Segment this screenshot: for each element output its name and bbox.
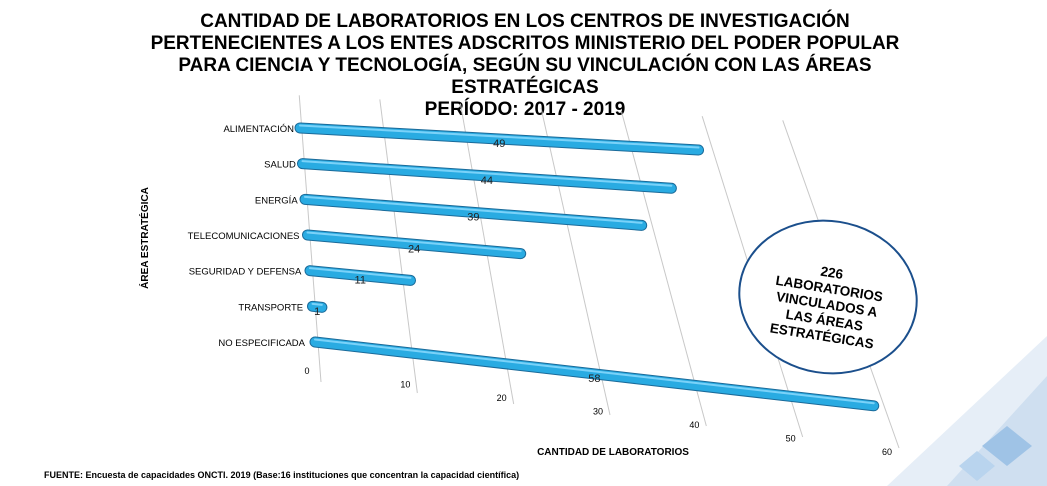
chart-title: CANTIDAD DE LABORATORIOS EN LOS CENTROS … [120,11,930,121]
x-tick-label: 20 [497,393,507,403]
x-axis-title: CANTIDAD DE LABORATORIOS [537,447,689,458]
title-line-3: PARA CIENCIA Y TECNOLOGÍA, SEGÚN SU VINC… [178,55,872,76]
bar [300,194,647,230]
bar-highlight [309,267,412,279]
title-line-1: CANTIDAD DE LABORATORIOS EN LOS CENTROS … [200,11,850,32]
source-note: FUENTE: Encuesta de capacidades ONCTI. 2… [44,470,520,480]
x-tick-label: 50 [786,434,796,444]
title-line-5: PERÍODO: 2017 - 2019 [424,99,626,120]
bar [298,159,676,193]
title-line-4: ESTRATÉGICAS [451,77,599,98]
category-label: SALUD [264,160,296,171]
x-tick-label: 40 [689,420,699,430]
bar [303,230,526,259]
bar-highlight [306,231,522,253]
category-label: TELECOMUNICACIONES [188,231,300,242]
bar-highlight [299,124,700,149]
x-tick-label: 0 [304,366,309,376]
x-tick-label: 10 [400,380,410,390]
bar [305,266,415,285]
x-tick-label: 30 [593,407,603,417]
data-label: 1 [314,306,320,318]
bar [295,123,704,155]
bar-highlight [314,338,875,405]
bar [308,301,327,312]
category-label: SEGURIDAD Y DEFENSA [189,267,302,278]
bar-highlight [301,160,673,187]
category-label: TRANSPORTE [238,302,303,313]
data-label: 44 [481,175,493,187]
data-label: 24 [408,243,420,255]
x-tick-label: 60 [882,447,892,457]
bar [310,337,879,411]
gridline [621,111,707,427]
category-label: ALIMENTACIÓN [223,124,294,135]
category-label: ENERGÍA [255,195,298,206]
y-axis-title: ÁREA ESTRATÉGICA [138,187,151,289]
data-label: 58 [588,373,600,385]
decorative-corner-graphic [887,336,1047,486]
category-label: NO ESPECIFICADA [218,338,305,349]
gridline [540,107,611,416]
bar-highlight [304,195,643,224]
data-label: 39 [467,211,479,223]
data-label: 11 [355,275,366,287]
plot-area: 0 10 20 30 40 50 60 49 ALIMENTACIÓN 44 SALUD 39 ENER… [138,95,900,458]
data-label: 49 [493,138,505,150]
title-line-2: PERTENECIENTES A LOS ENTES ADSCRITOS MIN… [150,33,900,54]
bar-highlight [311,302,323,306]
